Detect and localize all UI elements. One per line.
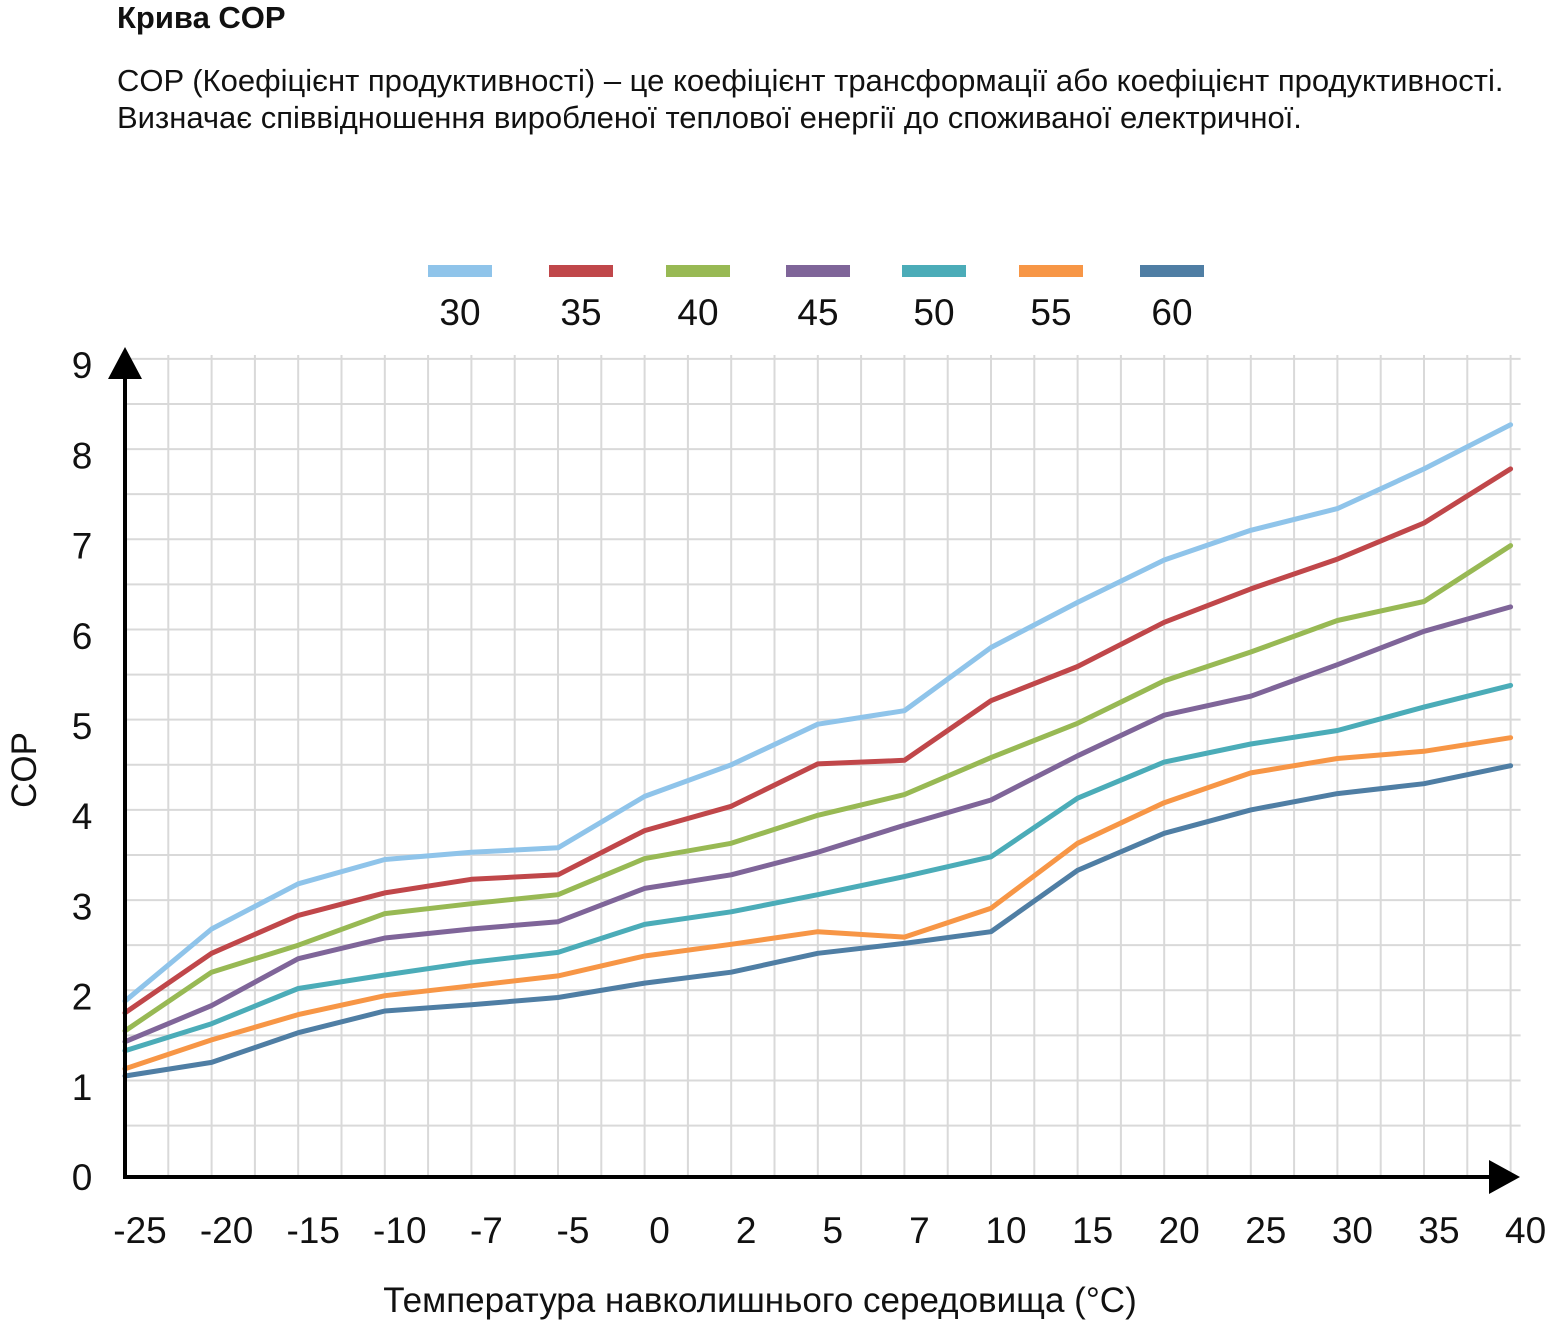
legend-label: 55 (1030, 292, 1071, 333)
series-line-40 (122, 543, 1514, 1034)
x-tick-label: -15 (286, 1210, 339, 1251)
series-line-45 (122, 604, 1514, 1045)
x-tick-label: 25 (1245, 1210, 1286, 1251)
series-line-60 (122, 763, 1514, 1079)
x-axis-title: Температура навколишнього середовища (°C… (383, 1281, 1137, 1320)
legend-label: 35 (560, 292, 601, 333)
y-tick-label: 1 (72, 1067, 93, 1108)
x-axis-arrow-icon (1489, 1160, 1520, 1194)
page-description: COP (Коефіцієнт продуктивності) – це кое… (117, 63, 1504, 135)
y-axis-arrow-icon (108, 347, 142, 379)
series-line-50 (122, 682, 1514, 1054)
x-tick-label: 0 (649, 1210, 670, 1251)
series-line-35 (122, 466, 1514, 1016)
x-tick-label: 10 (985, 1210, 1026, 1251)
legend-label: 60 (1151, 292, 1192, 333)
y-tick-label: 8 (72, 435, 93, 476)
x-tick-labels: -25 -20 -15 -10 -7 -5 0 2 5 7 10 15 20 25 30 35 40 (113, 1210, 1546, 1251)
y-tick-label: 3 (72, 886, 93, 927)
y-tick-labels: 0 1 2 3 4 5 6 7 8 9 (72, 345, 93, 1198)
legend-label: 40 (677, 292, 718, 333)
chart-axes (108, 347, 1520, 1194)
y-tick-label: 4 (72, 796, 93, 837)
series-line-30 (122, 422, 1514, 1004)
x-tick-label: 35 (1418, 1210, 1459, 1251)
legend-label: 45 (797, 292, 838, 333)
x-tick-label: -5 (557, 1210, 590, 1251)
chart-series (122, 422, 1514, 1079)
x-tick-label: 5 (823, 1210, 844, 1251)
x-tick-label: 20 (1159, 1210, 1200, 1251)
series-line-55 (122, 735, 1514, 1072)
x-tick-label: 2 (736, 1210, 757, 1251)
legend-label: 30 (439, 292, 480, 333)
chart-grid (125, 355, 1521, 1177)
y-axis-title: COP (5, 732, 44, 808)
y-tick-label: 6 (72, 616, 93, 657)
y-tick-label: 2 (72, 977, 93, 1018)
x-tick-label: 15 (1072, 1210, 1113, 1251)
x-tick-label: -7 (470, 1210, 503, 1251)
x-tick-label: -20 (200, 1210, 253, 1251)
y-tick-label: 7 (72, 526, 93, 567)
y-tick-label: 9 (72, 345, 93, 386)
legend-label: 50 (913, 292, 954, 333)
chart-legend: 30 35 40 45 50 55 60 (428, 265, 1204, 333)
x-tick-label: -10 (373, 1210, 426, 1251)
x-tick-label: 7 (909, 1210, 930, 1251)
x-tick-label: -25 (113, 1210, 166, 1251)
x-tick-label: 40 (1505, 1210, 1546, 1251)
y-tick-label: 0 (72, 1157, 93, 1198)
page-title: Крива COP (117, 0, 286, 35)
y-tick-label: 5 (72, 706, 93, 747)
x-tick-label: 30 (1332, 1210, 1373, 1251)
